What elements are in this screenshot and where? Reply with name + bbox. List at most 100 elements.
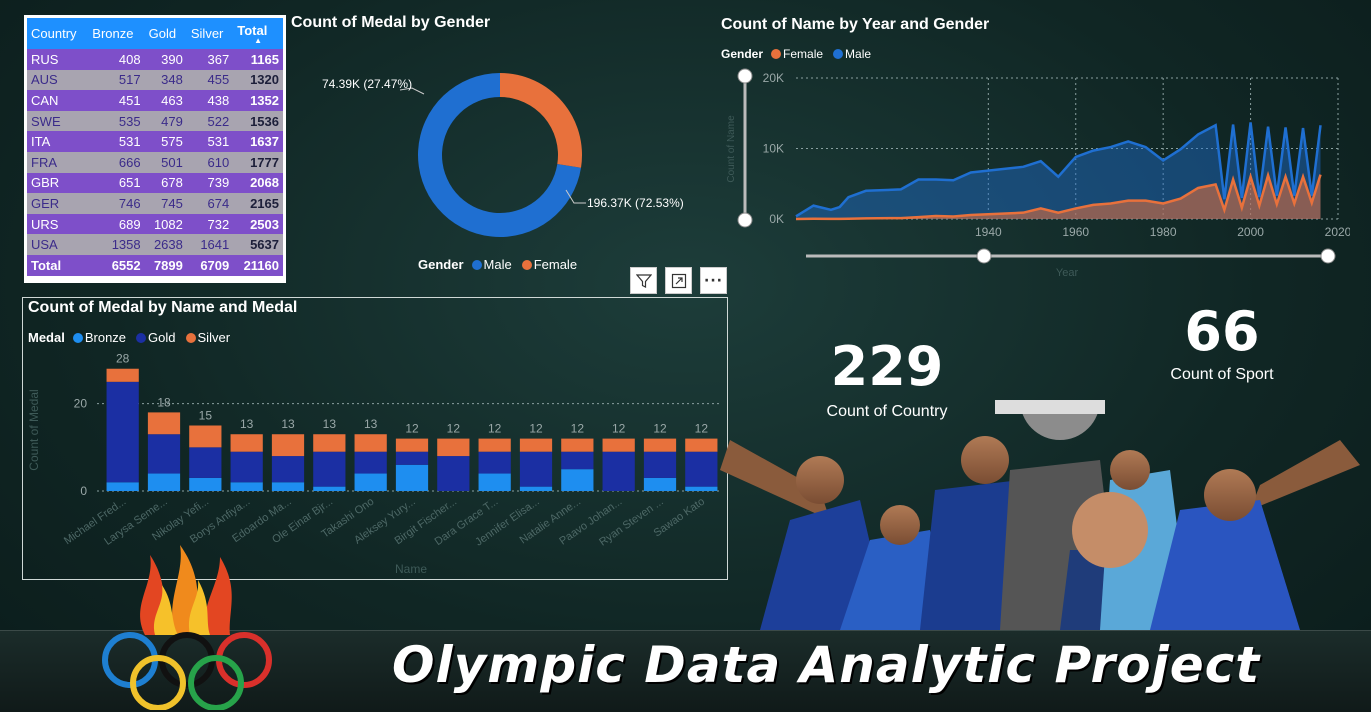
bar-segment-gold[interactable] xyxy=(147,434,181,474)
bar-segment-silver[interactable] xyxy=(478,438,511,452)
bar-segment-silver[interactable] xyxy=(106,368,139,382)
x-range-slider-handle[interactable] xyxy=(976,248,992,264)
donut-slice-female[interactable] xyxy=(500,73,582,168)
bar-segment-silver[interactable] xyxy=(561,438,594,452)
table-row[interactable]: GER 746 745 674 2165 xyxy=(27,193,283,214)
legend-gold-label: Gold xyxy=(148,330,176,345)
year-gender-area-chart[interactable]: 20K 10K 0K 1940 1960 1980 2000 2020 Count of Nam… xyxy=(720,64,1350,284)
legend-item-bronze[interactable]: Bronze xyxy=(72,330,126,345)
filter-icon[interactable] xyxy=(630,267,657,294)
table-row[interactable]: GBR 651 678 739 2068 xyxy=(27,172,283,194)
gender-donut-chart[interactable] xyxy=(290,40,710,250)
legend-item-gold[interactable]: Gold xyxy=(136,330,176,345)
bar-segment-bronze[interactable] xyxy=(561,469,594,491)
bar-segment-gold[interactable] xyxy=(685,451,718,487)
table-row[interactable]: CAN 451 463 438 1352 xyxy=(27,90,283,111)
y-range-slider-handle[interactable] xyxy=(737,212,753,228)
legend-item-female[interactable]: Female xyxy=(771,47,823,61)
bar-segment-silver[interactable] xyxy=(313,434,346,452)
bar-segment-silver[interactable] xyxy=(437,438,470,457)
bar-segment-bronze[interactable] xyxy=(313,486,346,491)
more-options-icon[interactable]: ··· xyxy=(700,267,727,294)
bar-segment-gold[interactable] xyxy=(519,451,553,487)
legend-item-male[interactable]: Male xyxy=(833,47,871,61)
cell-country: FRA xyxy=(27,151,89,173)
bar-total-label: 12 xyxy=(653,422,667,436)
bar-segment-silver[interactable] xyxy=(230,434,263,452)
table-row[interactable]: URS 689 1082 732 2503 xyxy=(27,213,283,235)
bar-segment-gold[interactable] xyxy=(478,451,511,474)
bar-segment-silver[interactable] xyxy=(602,438,635,452)
table-row[interactable]: USA 1358 2638 1641 5637 xyxy=(27,234,283,255)
table-row[interactable]: ITA 531 575 531 1637 xyxy=(27,131,283,152)
cell-silver: 610 xyxy=(186,151,234,173)
table-row[interactable]: RUS 408 390 367 1165 xyxy=(27,49,283,70)
col-silver[interactable]: Silver xyxy=(186,18,234,49)
bar-segment-bronze[interactable] xyxy=(519,486,553,491)
kpi-country-label: Count of Country xyxy=(826,403,948,420)
bar-segment-bronze[interactable] xyxy=(271,482,305,491)
cell-silver: 1641 xyxy=(186,234,234,255)
legend-item-silver[interactable]: Silver xyxy=(185,330,230,345)
col-country[interactable]: Country xyxy=(27,18,89,49)
cell-country: RUS xyxy=(27,49,89,70)
bar-segment-gold[interactable] xyxy=(354,451,387,474)
bar-segment-bronze[interactable] xyxy=(147,473,181,491)
bar-segment-gold[interactable] xyxy=(189,447,222,478)
bar-segment-silver[interactable] xyxy=(643,438,677,452)
cell-gold: 575 xyxy=(144,131,187,152)
bar-segment-silver[interactable] xyxy=(519,438,553,452)
bar-total-label: 13 xyxy=(240,417,254,431)
col-total[interactable]: Total ▲ xyxy=(233,18,283,49)
bar-segment-bronze[interactable] xyxy=(643,477,677,491)
col-gold[interactable]: Gold xyxy=(144,18,187,49)
bar-segment-silver[interactable] xyxy=(685,438,718,452)
cell-gold: 463 xyxy=(144,90,187,111)
table-row[interactable]: SWE 535 479 522 1536 xyxy=(27,110,283,132)
male-leader-line xyxy=(565,189,586,204)
table-row[interactable]: AUS 517 348 455 1320 xyxy=(27,69,283,91)
cell-silver: 522 xyxy=(186,110,234,132)
medal-table[interactable]: Country Bronze Gold Silver Total ▲ RUS 408… xyxy=(24,15,286,283)
cell-total: 1165 xyxy=(233,49,283,70)
bar-segment-silver[interactable] xyxy=(354,434,387,452)
bar-segment-bronze[interactable] xyxy=(685,486,718,491)
donut-slice-male[interactable] xyxy=(418,73,582,237)
table-row[interactable]: FRA 666 501 610 1777 xyxy=(27,151,283,173)
bar-segment-silver[interactable] xyxy=(189,425,222,448)
bar-segment-gold[interactable] xyxy=(106,381,139,483)
bar-segment-silver[interactable] xyxy=(271,434,305,457)
y-range-slider-handle[interactable] xyxy=(737,68,753,84)
cell-country: GBR xyxy=(27,172,89,194)
legend-item-female[interactable]: Female xyxy=(521,257,577,272)
bar-segment-gold[interactable] xyxy=(437,456,470,491)
bar-segment-gold[interactable] xyxy=(561,451,594,470)
bar-segment-gold[interactable] xyxy=(602,451,635,491)
bar-total-label: 13 xyxy=(323,417,337,431)
bar-segment-bronze[interactable] xyxy=(478,473,511,491)
area-fill-female[interactable] xyxy=(796,174,1321,219)
bar-segment-gold[interactable] xyxy=(395,451,429,465)
bar-segment-bronze[interactable] xyxy=(395,464,429,491)
col-bronze[interactable]: Bronze xyxy=(88,18,145,49)
focus-mode-icon[interactable] xyxy=(665,267,692,294)
bar-segment-silver[interactable] xyxy=(147,412,181,435)
area-legend: Gender Female Male xyxy=(721,47,877,61)
bar-segment-bronze[interactable] xyxy=(230,482,263,491)
cell-total: 1320 xyxy=(233,69,283,91)
legend-item-male[interactable]: Male xyxy=(471,257,512,272)
bar-segment-bronze[interactable] xyxy=(354,473,387,491)
bar-segment-silver[interactable] xyxy=(395,438,429,452)
x-range-slider-handle[interactable] xyxy=(1320,248,1336,264)
bar-segment-bronze[interactable] xyxy=(189,477,222,491)
bar-segment-bronze[interactable] xyxy=(106,482,139,491)
bar-segment-gold[interactable] xyxy=(643,451,677,478)
bar-segment-gold[interactable] xyxy=(313,451,346,487)
cell-total: 5637 xyxy=(233,234,283,255)
legend-male-label: Male xyxy=(483,257,512,272)
area-y-axis-title: Count of Name xyxy=(726,115,737,183)
donut-male-label: 196.37K (72.53%) xyxy=(587,196,684,210)
bar-segment-gold[interactable] xyxy=(271,456,305,483)
bar-segment-gold[interactable] xyxy=(230,451,263,483)
